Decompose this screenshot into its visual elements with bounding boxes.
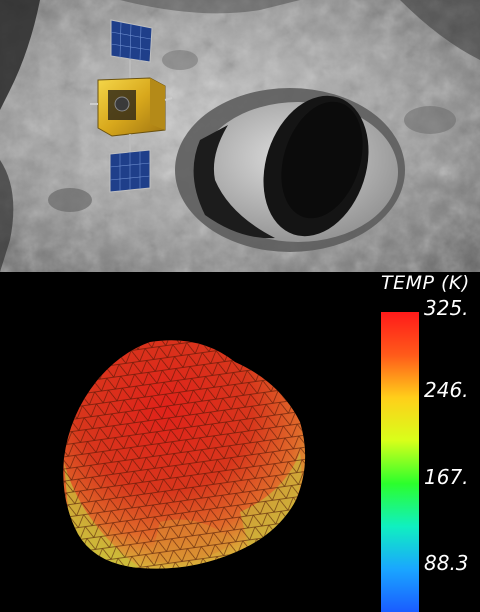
spacecraft-body-side bbox=[150, 78, 165, 130]
surface-shadow-lower-left bbox=[0, 160, 14, 272]
small-crater bbox=[162, 50, 198, 70]
spacecraft-thruster bbox=[164, 97, 173, 101]
asteroid-mesh-view bbox=[63, 340, 306, 569]
small-crater bbox=[48, 188, 92, 212]
ridge-shadow bbox=[120, 0, 300, 14]
solar-panel-bottom-grid bbox=[109, 151, 151, 191]
spacecraft bbox=[90, 19, 173, 193]
colorbar-tick-325: 325. bbox=[424, 296, 469, 320]
solar-panel-top bbox=[110, 19, 153, 63]
small-crater bbox=[404, 106, 456, 134]
surface-shadow-left bbox=[0, 0, 40, 110]
temperature-colorbar bbox=[381, 312, 419, 612]
colorbar-tick-88: 88.3 bbox=[424, 551, 469, 575]
crater-wall-shadow bbox=[193, 125, 275, 239]
asteroid-surface-scene bbox=[0, 0, 480, 272]
mesh-triangles bbox=[63, 340, 306, 569]
temperature-model-panel: TEMP (K) 325. 246. 167. 88.3 bbox=[0, 272, 480, 612]
spacecraft-lens bbox=[114, 96, 130, 112]
solar-panel-top-grid bbox=[110, 21, 152, 62]
surface-shadow-top-right bbox=[400, 0, 480, 60]
asteroid-surface-photo bbox=[0, 0, 480, 272]
colorbar-title: TEMP (K) bbox=[381, 272, 470, 294]
colorbar-tick-167: 167. bbox=[424, 465, 469, 489]
asteroid-mesh bbox=[63, 340, 306, 569]
colorbar-tick-246: 246. bbox=[424, 378, 469, 402]
crater-pit-inner bbox=[281, 101, 363, 219]
